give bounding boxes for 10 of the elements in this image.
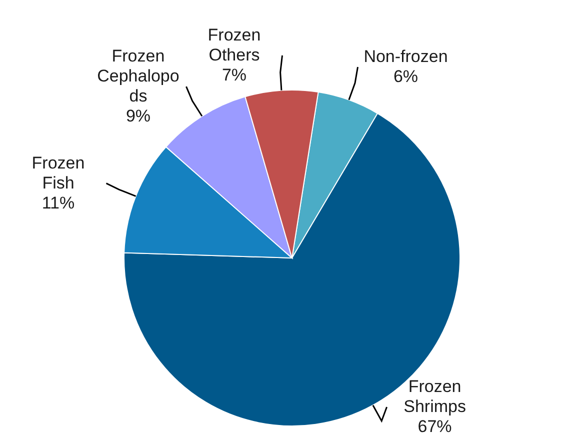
- data-label: 11%: [42, 193, 75, 212]
- data-label: 6%: [393, 67, 418, 86]
- slice-label: Frozen Others: [208, 25, 261, 64]
- slice-label: Frozen Cephalopo ds: [97, 46, 180, 106]
- data-label: 67%: [418, 417, 452, 436]
- data-label: 7%: [222, 65, 247, 84]
- slice-label: Frozen Shrimps: [404, 377, 466, 416]
- data-label: 9%: [126, 106, 151, 126]
- slice-label: Non-frozen: [364, 47, 448, 66]
- slice-label: Frozen Fish: [32, 153, 85, 192]
